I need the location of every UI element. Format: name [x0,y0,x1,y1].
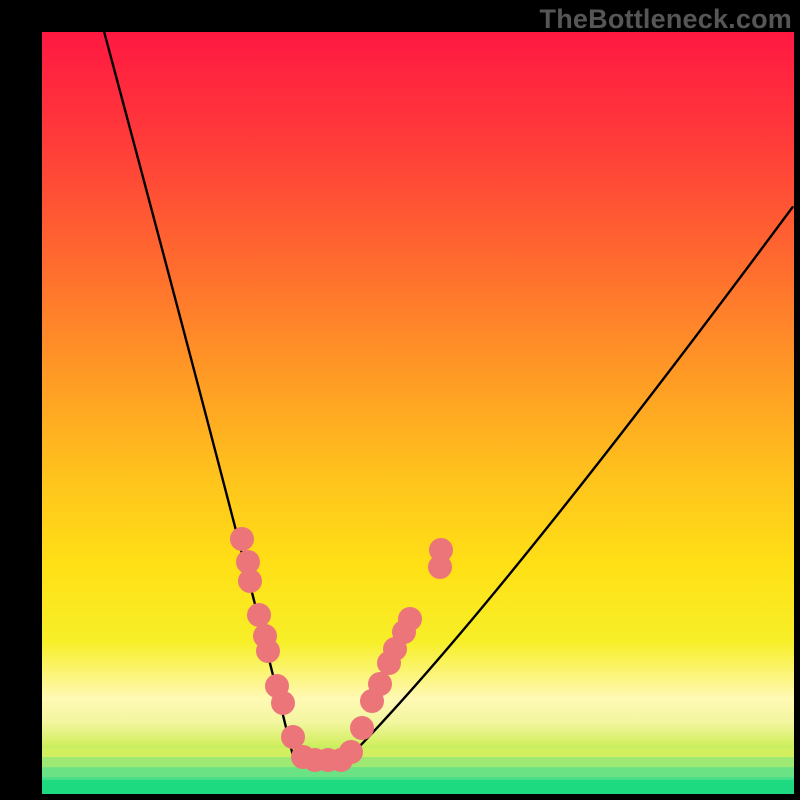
data-point-dot [350,716,374,740]
data-point-dot [230,527,254,551]
data-point-dot [429,538,453,562]
data-point-dot [368,672,392,696]
plot-area [42,32,794,794]
data-point-dot [398,607,422,631]
data-point-dot [238,569,262,593]
chart-frame: TheBottleneck.com [0,0,800,800]
watermark-text: TheBottleneck.com [540,4,792,35]
data-point-dot [271,691,295,715]
dot-cluster [42,32,794,794]
data-point-dot [256,639,280,663]
data-point-dot [339,740,363,764]
